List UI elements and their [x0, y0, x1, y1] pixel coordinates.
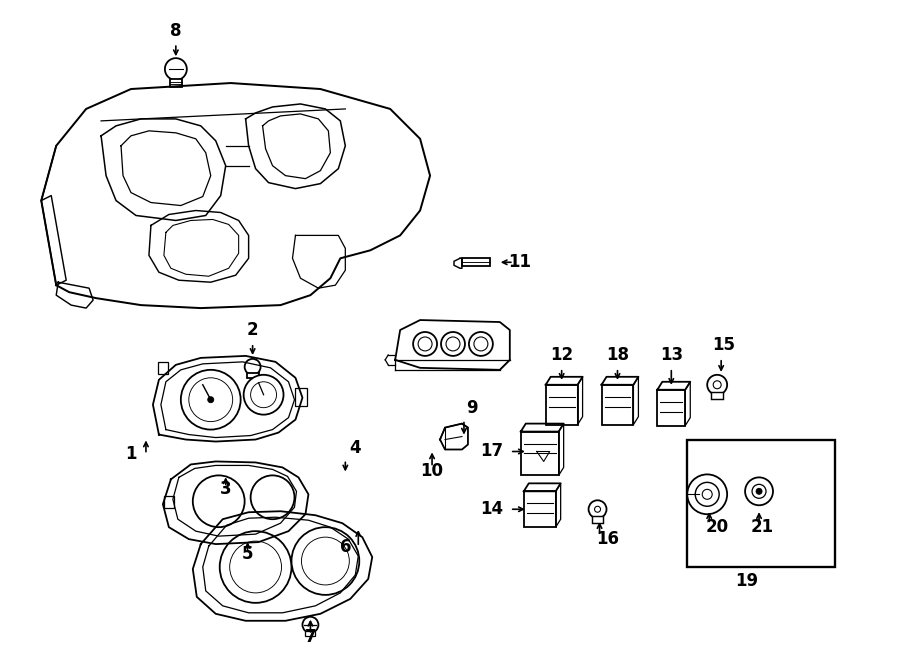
Circle shape: [589, 500, 607, 518]
Text: 6: 6: [339, 538, 351, 556]
Circle shape: [165, 58, 187, 80]
Circle shape: [208, 397, 213, 403]
Bar: [524, 491, 555, 527]
Bar: [521, 432, 559, 475]
Text: 18: 18: [606, 346, 629, 364]
Circle shape: [244, 375, 284, 414]
Circle shape: [302, 617, 319, 633]
Circle shape: [181, 370, 240, 430]
Text: 13: 13: [660, 346, 683, 364]
Circle shape: [469, 332, 493, 356]
Bar: [158, 362, 168, 374]
Bar: [295, 388, 308, 406]
Text: 10: 10: [420, 463, 444, 481]
Text: 20: 20: [706, 518, 729, 536]
Circle shape: [441, 332, 465, 356]
Bar: [305, 631, 315, 636]
Circle shape: [413, 332, 437, 356]
Circle shape: [707, 375, 727, 395]
Text: 1: 1: [125, 446, 137, 463]
Text: 19: 19: [735, 572, 759, 590]
Bar: [545, 385, 578, 424]
Bar: [164, 496, 174, 508]
Bar: [657, 390, 685, 426]
Text: 4: 4: [349, 438, 361, 457]
Circle shape: [245, 359, 261, 375]
Text: 17: 17: [481, 442, 503, 461]
Text: 21: 21: [751, 518, 774, 536]
Text: 15: 15: [713, 336, 735, 354]
Text: 8: 8: [170, 22, 182, 40]
Text: 12: 12: [550, 346, 573, 364]
Circle shape: [756, 488, 762, 494]
Text: 5: 5: [242, 545, 254, 563]
Text: 14: 14: [481, 500, 503, 518]
Bar: [462, 258, 490, 266]
Circle shape: [193, 475, 245, 527]
Bar: [247, 373, 258, 378]
Circle shape: [745, 477, 773, 505]
Text: 7: 7: [304, 628, 316, 646]
Bar: [711, 392, 724, 399]
Text: 11: 11: [508, 253, 531, 271]
Circle shape: [250, 475, 294, 519]
Text: 3: 3: [220, 481, 231, 498]
Circle shape: [688, 475, 727, 514]
Bar: [601, 385, 634, 424]
Circle shape: [292, 527, 359, 595]
Circle shape: [220, 531, 292, 603]
Text: 9: 9: [466, 399, 478, 416]
Text: 16: 16: [596, 530, 619, 548]
Text: 2: 2: [247, 321, 258, 339]
Bar: [170, 79, 182, 87]
Bar: [688, 440, 835, 567]
Bar: [591, 516, 602, 524]
